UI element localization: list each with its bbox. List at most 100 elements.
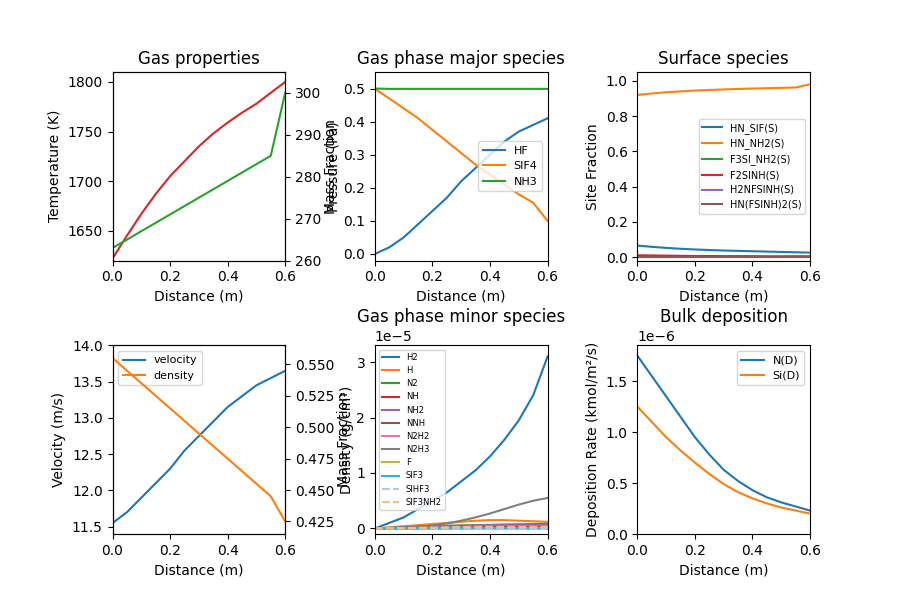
N2H3 [442,520,453,527]
Si(D) [776,504,787,511]
HF [399,234,410,241]
N2H2 [542,524,553,532]
SIF4 [527,199,538,206]
H [527,518,538,525]
Si(D) [632,403,643,410]
HN_SIF(S) [805,249,815,256]
F2SINH(S) [776,253,787,260]
Line: HN_NH2(S): HN_NH2(S) [637,85,810,95]
HF [499,138,509,145]
HN_NH2(S) [805,81,815,88]
SIF3 [470,524,481,532]
SIF4 [399,105,410,112]
H2NFSINH(S) [747,253,758,260]
Si(D) [661,434,671,441]
N(D) [661,393,671,400]
N(D) [718,466,729,473]
SIHF3 [542,525,553,532]
SIHF3 [499,525,509,532]
N2H3 [428,522,438,529]
density [208,442,219,449]
HF [384,244,395,251]
SIF4 [384,95,395,102]
SIHF3 [428,525,438,532]
N2H3 [455,517,466,524]
HF [442,194,453,202]
NH2 [513,521,524,529]
NH [484,523,495,530]
F3SI_NH2(S) [747,253,758,260]
N2H3 [399,524,410,531]
F [484,524,495,532]
HN_NH2(S) [733,85,743,92]
F3SI_NH2(S) [718,253,729,260]
NH [542,523,553,530]
NH3 [370,85,381,92]
HN_NH2(S) [675,88,686,95]
NH3 [384,85,395,92]
HN_NH2(S) [646,90,657,97]
velocity [107,520,118,527]
SIF3 [428,524,438,532]
HF [484,151,495,158]
N(D) [704,451,715,458]
HN_SIF(S) [704,247,715,254]
H2 [527,392,538,399]
H2 [470,467,481,474]
SIF4 [370,85,381,92]
N(D) [689,434,700,441]
Line: velocity: velocity [112,371,285,523]
NH [499,523,509,530]
Line: NH: NH [375,527,547,529]
HN(FSINH)2(S) [718,253,729,260]
velocity [194,433,204,440]
N2 [399,524,410,531]
N2 [527,520,538,527]
Line: N2H3: N2H3 [375,498,547,529]
N(D) [790,503,801,510]
density [107,355,118,362]
F [428,524,438,532]
H2 [513,417,524,424]
SIF3NH2 [442,524,453,531]
H2NFSINH(S) [689,253,700,260]
N2H2 [370,525,381,532]
H2NFSINH(S) [761,253,772,260]
N(D) [805,507,815,514]
N(D) [632,352,643,359]
SIF3NH2 [455,523,466,530]
F2SINH(S) [646,252,657,259]
N2H3 [513,501,524,508]
Legend: N(D), Si(D): N(D), Si(D) [737,351,805,385]
N2H2 [442,524,453,532]
NNH [442,524,453,532]
NNH [413,524,424,532]
SIF3 [399,525,410,532]
F [455,524,466,532]
N2 [384,524,395,532]
F3SI_NH2(S) [632,253,643,260]
NH [442,524,453,531]
N2H2 [470,524,481,532]
F2SINH(S) [661,252,671,259]
H [384,524,395,531]
SIF4 [413,115,424,122]
HN(FSINH)2(S) [675,253,686,260]
N2H2 [527,524,538,532]
N2H3 [470,514,481,521]
N2 [484,521,495,529]
X-axis label: Distance (m): Distance (m) [154,563,244,577]
Legend: HN_SIF(S), HN_NH2(S), F3SI_NH2(S), F2SINH(S), H2NFSINH(S), HN(FSINH)2(S): HN_SIF(S), HN_NH2(S), F3SI_NH2(S), F2SIN… [698,119,806,214]
Si(D) [718,481,729,488]
N2 [470,521,481,529]
H2 [442,489,453,496]
SIF3 [527,524,538,532]
F2SINH(S) [747,253,758,260]
Y-axis label: Density (g/cm³): Density (g/cm³) [340,386,354,494]
H [470,517,481,524]
SIF3 [455,524,466,532]
H [513,517,524,524]
Si(D) [747,495,758,502]
H2 [499,436,509,443]
velocity [122,509,132,516]
